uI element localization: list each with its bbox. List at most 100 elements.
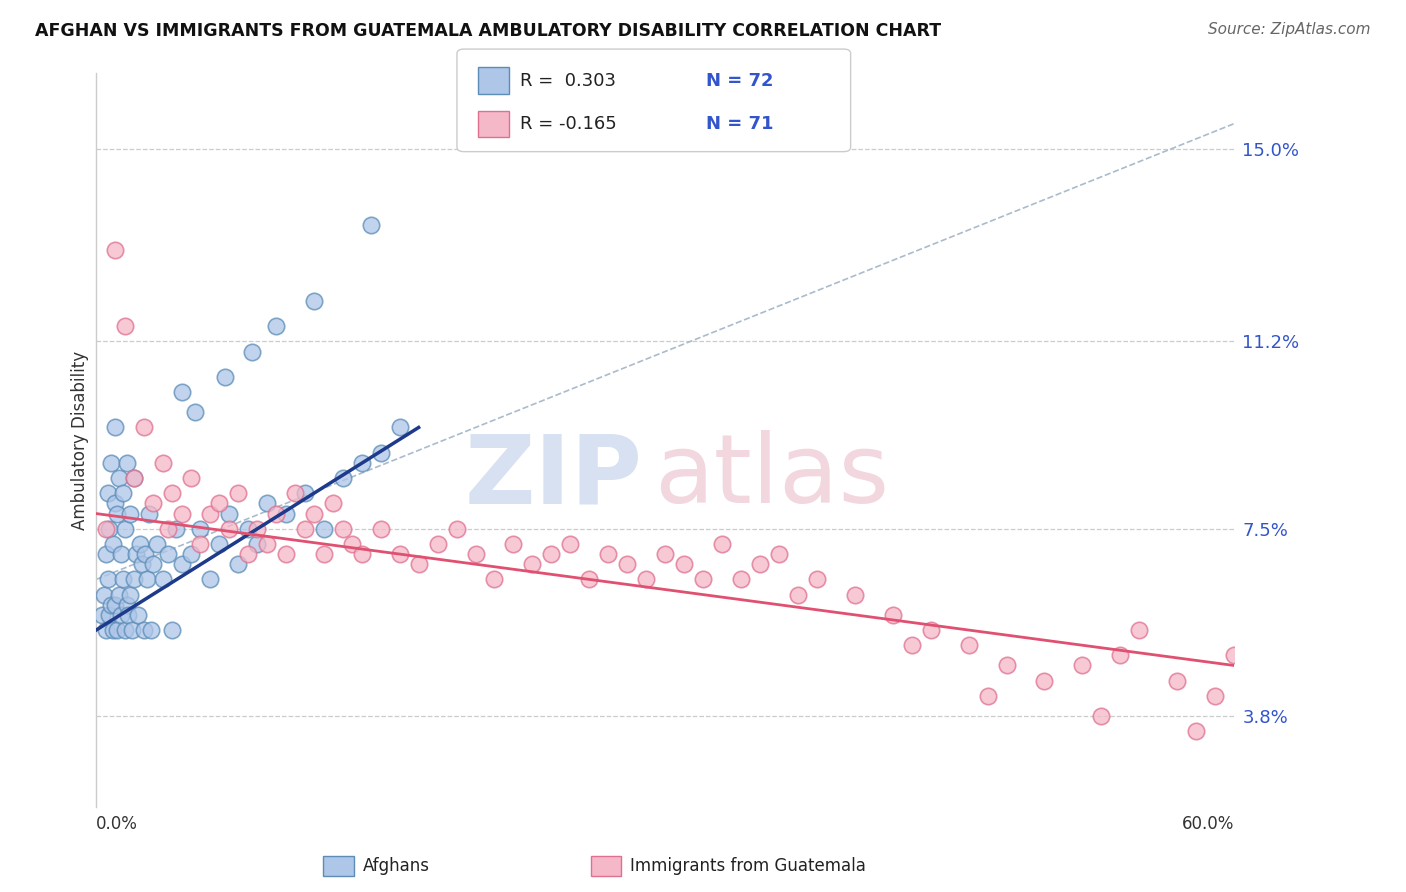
Point <box>304 507 326 521</box>
Point <box>1166 673 1188 688</box>
Point <box>134 547 156 561</box>
Point <box>100 598 122 612</box>
Point <box>103 623 125 637</box>
Point <box>160 486 183 500</box>
Point <box>157 522 180 536</box>
Point <box>120 507 142 521</box>
Point <box>121 623 143 637</box>
Point <box>104 496 127 510</box>
Point <box>1033 673 1056 688</box>
Point <box>114 319 136 334</box>
Text: Afghans: Afghans <box>363 857 430 875</box>
Point <box>115 456 138 470</box>
Point <box>170 384 193 399</box>
Point <box>749 558 772 572</box>
Point <box>208 496 231 510</box>
Point <box>111 573 134 587</box>
Point <box>787 588 810 602</box>
Point <box>332 522 354 536</box>
Point <box>198 507 221 521</box>
Point <box>464 547 486 561</box>
Point <box>484 573 506 587</box>
Point <box>108 471 131 485</box>
Point <box>103 537 125 551</box>
Point <box>730 573 752 587</box>
Point <box>110 607 132 622</box>
Text: AFGHAN VS IMMIGRANTS FROM GUATEMALA AMBULATORY DISABILITY CORRELATION CHART: AFGHAN VS IMMIGRANTS FROM GUATEMALA AMBU… <box>35 22 941 40</box>
Point <box>370 522 392 536</box>
Point <box>114 522 136 536</box>
Point <box>1090 709 1112 723</box>
Point <box>94 623 117 637</box>
Point <box>122 471 145 485</box>
Point <box>692 573 714 587</box>
Point <box>128 537 150 551</box>
Point <box>654 547 676 561</box>
Point <box>995 658 1018 673</box>
Point <box>142 496 165 510</box>
Point <box>274 547 297 561</box>
Point <box>1204 689 1226 703</box>
Point <box>246 522 269 536</box>
Text: R = -0.165: R = -0.165 <box>520 115 617 133</box>
Point <box>105 623 128 637</box>
Point <box>426 537 449 551</box>
Point <box>120 588 142 602</box>
Point <box>228 486 250 500</box>
Point <box>370 446 392 460</box>
Point <box>138 507 160 521</box>
Point <box>342 537 364 551</box>
Point <box>1109 648 1132 663</box>
Point <box>266 507 288 521</box>
Point <box>266 319 288 334</box>
Text: Immigrants from Guatemala: Immigrants from Guatemala <box>630 857 866 875</box>
Point <box>114 623 136 637</box>
Point <box>673 558 696 572</box>
Point <box>294 486 316 500</box>
Point <box>236 547 259 561</box>
Point <box>160 623 183 637</box>
Point <box>98 607 121 622</box>
Point <box>132 420 155 434</box>
Text: N = 72: N = 72 <box>706 72 773 90</box>
Point <box>122 573 145 587</box>
Point <box>284 486 307 500</box>
Text: 0.0%: 0.0% <box>96 815 138 833</box>
Text: atlas: atlas <box>654 430 889 524</box>
Point <box>190 522 212 536</box>
Point <box>1261 709 1284 723</box>
Point <box>882 607 904 622</box>
Point <box>1223 648 1246 663</box>
Point <box>146 537 169 551</box>
Point <box>1128 623 1150 637</box>
Point <box>93 588 115 602</box>
Point <box>1241 698 1264 713</box>
Point <box>502 537 524 551</box>
Point <box>184 405 207 419</box>
Point <box>132 623 155 637</box>
Point <box>108 588 131 602</box>
Point <box>104 244 127 258</box>
Point <box>274 507 297 521</box>
Point <box>900 638 922 652</box>
Point <box>236 522 259 536</box>
Point <box>540 547 562 561</box>
Point <box>97 573 120 587</box>
Point <box>388 547 411 561</box>
Point <box>768 547 790 561</box>
Point <box>304 293 326 308</box>
Point <box>408 558 430 572</box>
Point <box>312 547 335 561</box>
Point <box>208 537 231 551</box>
Point <box>711 537 734 551</box>
Point <box>806 573 828 587</box>
Point <box>98 522 121 536</box>
Text: 60.0%: 60.0% <box>1182 815 1234 833</box>
Point <box>142 558 165 572</box>
Point <box>131 558 153 572</box>
Point <box>312 522 335 536</box>
Point <box>1071 658 1094 673</box>
Text: Source: ZipAtlas.com: Source: ZipAtlas.com <box>1208 22 1371 37</box>
Point <box>100 456 122 470</box>
Point <box>170 507 193 521</box>
